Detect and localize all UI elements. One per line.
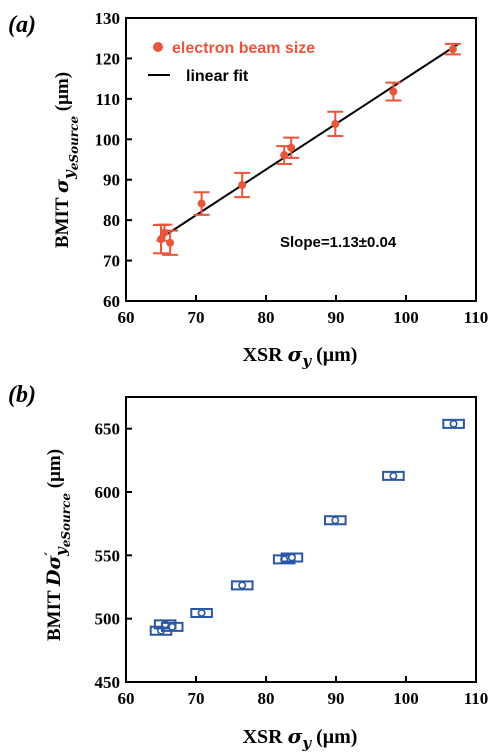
y-tick-label: 90	[103, 171, 120, 190]
panel-a-legend: electron beam size linear fit	[148, 40, 315, 85]
panel-b-y-axis-title: BMIT Dσ′yeSource (μm)	[43, 449, 73, 641]
panel-a-data-points	[153, 42, 461, 256]
point-marker	[238, 581, 247, 590]
x-tick-label: 70	[188, 689, 205, 708]
point-marker	[287, 143, 296, 152]
panel-b-x-ticks: 60 70 80 90 100 110	[118, 676, 489, 708]
data-point	[153, 223, 169, 255]
data-point	[160, 621, 184, 632]
y-tick-label: 650	[95, 420, 121, 439]
y-tick-label: 120	[95, 49, 121, 68]
point-marker	[197, 199, 206, 208]
point-marker	[238, 180, 247, 189]
point-marker	[331, 516, 340, 525]
x-tick-label: 60	[118, 689, 135, 708]
y-tick-label: 80	[103, 211, 120, 230]
data-point	[442, 418, 465, 429]
y-tick-label: 500	[95, 610, 121, 629]
data-point	[234, 171, 251, 199]
y-tick-label: 100	[95, 130, 121, 149]
legend-label-linear-fit: linear fit	[186, 68, 249, 85]
panel-b: (b) 60 70 80 90 100 110 450 500 550 600 650 XSR σ…	[8, 382, 488, 752]
x-tick-label: 90	[328, 689, 345, 708]
legend-marker-electron-beam-size	[153, 42, 163, 52]
panel-b-y-ticks: 450 500 550 600 650	[95, 420, 132, 692]
panel-a-x-axis-title: XSR σy (μm)	[243, 342, 358, 370]
data-point	[230, 580, 254, 591]
point-marker	[168, 622, 177, 631]
data-point	[444, 42, 461, 56]
x-tick-label: 80	[258, 308, 275, 327]
point-marker	[331, 119, 340, 128]
data-point	[324, 515, 347, 526]
data-point	[283, 136, 300, 159]
y-tick-label: 550	[95, 546, 121, 565]
x-tick-label: 110	[464, 308, 489, 327]
legend-label-electron-beam-size: electron beam size	[172, 40, 315, 57]
panel-b-plot-frame	[125, 396, 477, 683]
data-point	[190, 607, 213, 618]
point-marker	[166, 238, 175, 247]
panel-a: (a) 60 70 80 90 100 110 60708090100110120130 …	[8, 9, 488, 370]
data-point	[382, 470, 405, 481]
panel-a-slope-annotation: Slope=1.13±0.04	[280, 234, 397, 251]
x-tick-label: 60	[118, 308, 135, 327]
panel-a-y-axis-title: BMIT σyeSource (μm)	[51, 72, 81, 248]
y-tick-label: 60	[103, 292, 120, 311]
data-point	[327, 110, 344, 138]
point-marker	[389, 87, 398, 96]
point-marker	[449, 419, 458, 428]
x-tick-label: 100	[393, 689, 419, 708]
y-tick-label: 70	[103, 252, 120, 271]
data-point	[162, 229, 179, 256]
panel-a-label: (a)	[8, 12, 36, 38]
y-tick-label: 110	[95, 90, 120, 109]
panel-b-x-axis-title: XSR σy (μm)	[243, 724, 358, 752]
point-marker	[287, 553, 296, 562]
point-marker	[197, 608, 206, 617]
data-point	[193, 191, 210, 216]
point-marker	[389, 471, 398, 480]
panel-a-y-ticks: 60 70 80 90 100 110 120 130	[95, 9, 132, 311]
x-tick-label: 110	[464, 689, 489, 708]
x-tick-label: 80	[258, 689, 275, 708]
panel-a-x-ticks: 60 70 80 90 100 110	[118, 295, 489, 327]
y-tick-label: 600	[95, 483, 121, 502]
x-tick-label: 100	[393, 308, 419, 327]
y-tick-label: 130	[95, 9, 121, 28]
x-tick-label: 70	[188, 308, 205, 327]
x-tick-label: 90	[328, 308, 345, 327]
point-marker	[448, 45, 457, 54]
panel-a-plot-frame	[125, 17, 477, 302]
data-point	[280, 552, 304, 563]
y-tick-label: 450	[95, 673, 121, 692]
panel-b-data-points	[149, 418, 465, 636]
panel-a-fit-line	[156, 43, 460, 242]
panel-b-label: (b)	[8, 382, 36, 408]
data-point	[385, 81, 402, 102]
